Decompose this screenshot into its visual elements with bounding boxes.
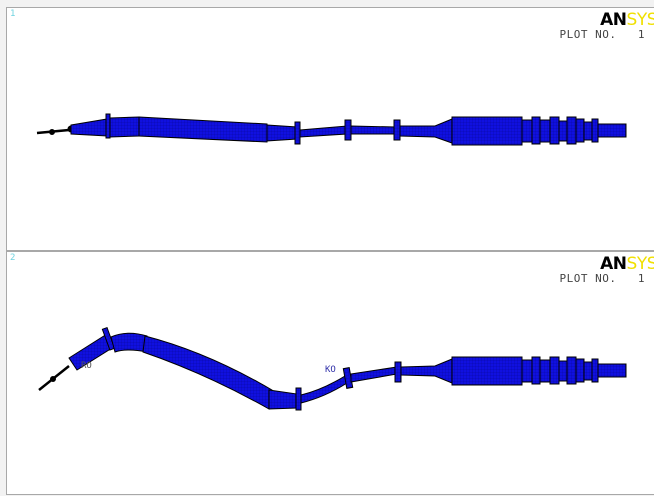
plot-number-label: PLOT NO. 1 xyxy=(559,28,645,41)
shaft-node xyxy=(50,376,56,382)
shaft-segment xyxy=(521,119,533,143)
shaft-segment xyxy=(110,332,148,353)
shaft-segment xyxy=(558,120,568,142)
shaft-segment xyxy=(583,361,593,381)
shaft-segment xyxy=(299,125,348,138)
shaft-segment xyxy=(399,118,453,144)
node-label: KO xyxy=(325,365,336,375)
ansys-logo: ANSYS xyxy=(600,10,654,30)
shaft-segment xyxy=(350,366,398,383)
shaft-end xyxy=(597,363,627,378)
shaft-segment xyxy=(539,119,551,143)
shaft-segment xyxy=(350,125,396,135)
shaft-disk xyxy=(531,356,541,385)
shaft-end xyxy=(597,123,627,138)
window-number: 2 xyxy=(10,253,16,263)
rotor-body-large xyxy=(142,335,273,410)
shaft-segment xyxy=(70,118,108,137)
shaft-node xyxy=(49,129,55,135)
rotor-body-right xyxy=(451,356,523,386)
shaft-disk xyxy=(591,358,599,383)
shaft-segment xyxy=(583,121,593,141)
shaft-segment xyxy=(268,389,298,410)
window-number: 1 xyxy=(10,9,16,19)
rotor-model-deformed: RO KO xyxy=(38,326,627,411)
plot-number-label: PLOT NO. 1 xyxy=(559,272,645,285)
plot-number-value: 1 xyxy=(637,272,645,285)
shaft-disk xyxy=(566,356,577,385)
rotor-body-right xyxy=(451,116,523,146)
shaft-segment xyxy=(400,358,453,384)
shaft-segment xyxy=(266,124,298,142)
shaft-disk xyxy=(549,356,560,385)
shaft-flange xyxy=(393,119,401,141)
shaft-flange xyxy=(294,121,301,145)
graphics-window-2[interactable]: 2 ANSYS PLOT NO. 1 xyxy=(6,251,654,495)
ansys-logo: ANSYS xyxy=(600,254,654,274)
shaft-disk xyxy=(591,118,599,143)
shaft-disk xyxy=(575,118,585,143)
rotor-model-undeformed xyxy=(36,113,627,146)
node-label: RO xyxy=(81,361,92,371)
shaft-disk xyxy=(549,116,560,145)
rotor-body-large xyxy=(138,116,268,143)
plot-number-value: 1 xyxy=(637,28,645,41)
rotor-shaft-deformed xyxy=(38,326,627,411)
shaft-disk xyxy=(566,116,577,145)
shaft-segment xyxy=(521,359,533,383)
shaft-flange xyxy=(295,387,302,411)
shaft-flange xyxy=(105,113,111,139)
shaft-segment xyxy=(558,360,568,382)
rotor-shaft xyxy=(36,113,627,146)
shaft-disk xyxy=(531,116,541,145)
shaft-segment xyxy=(300,375,348,404)
shaft-segment xyxy=(539,359,551,383)
shaft-flange xyxy=(344,119,352,141)
shaft-disk xyxy=(575,358,585,383)
shaft-flange xyxy=(394,361,402,383)
graphics-window-1[interactable]: 1 ANSYS PLOT NO. 1 xyxy=(6,7,654,251)
shaft-segment xyxy=(109,116,140,138)
